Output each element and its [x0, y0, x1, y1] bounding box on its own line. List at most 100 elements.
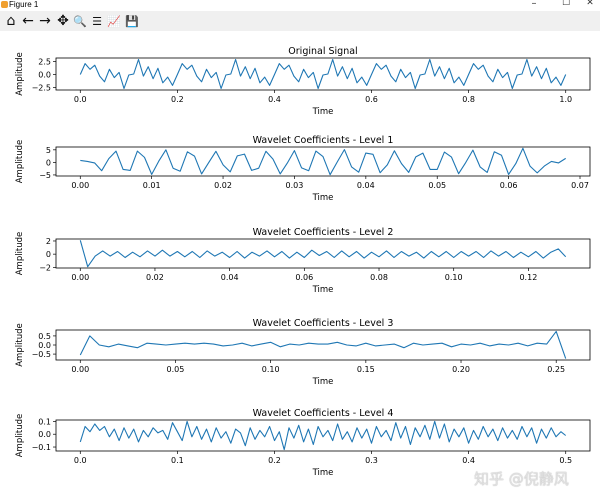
x-tick-label: 0.6	[365, 95, 378, 104]
save-button[interactable]: 💾	[124, 13, 140, 29]
y-tick-label: 0.0	[38, 341, 51, 350]
zoom-button[interactable]: 🔍	[72, 13, 88, 29]
window-title: Figure 1	[9, 0, 39, 9]
y-axis-label: Amplitude	[15, 52, 25, 96]
forward-icon: →	[39, 13, 51, 29]
subplot-5: Wavelet Coefficients - Level 4 0.0 0.1 0.2 0…	[15, 408, 591, 478]
subplot-4: Wavelet Coefficients - Level 3 0.00 0.05 0.…	[15, 318, 591, 387]
series-line	[79, 240, 567, 268]
x-tick-label: 0.15	[357, 365, 375, 374]
axes-frame	[55, 57, 591, 91]
forward-button[interactable]: →	[37, 13, 53, 29]
x-tick-label: 0.1	[171, 456, 184, 465]
x-axis-label: Time	[312, 107, 334, 117]
close-button[interactable]: ✕	[586, 0, 594, 8]
subplot-3: Wavelet Coefficients - Level 2 0.00 0.02 0.…	[15, 227, 591, 295]
series-line	[79, 420, 567, 451]
x-tick-label: 0.10	[445, 273, 463, 282]
x-tick-label: 0.04	[221, 273, 239, 282]
y-tick-label: 5	[46, 146, 51, 155]
axes-frame	[55, 146, 591, 177]
axes-frame	[55, 419, 591, 452]
x-tick-label: 0.00	[71, 365, 89, 374]
y-tick-label: −0.1	[32, 443, 51, 452]
x-tick-label: 0.4	[462, 456, 475, 465]
axes-frame	[55, 238, 591, 269]
x-tick-label: 0.02	[214, 181, 232, 190]
x-tick-label: 0.2	[171, 95, 184, 104]
configure-subplots-icon: ☰	[92, 15, 102, 28]
y-tick-label: 0.5	[38, 332, 51, 341]
y-tick-label: −2	[39, 263, 51, 272]
y-tick-label: −5	[39, 171, 51, 180]
x-tick-label: 0.05	[428, 181, 446, 190]
x-tick-label: 0.00	[71, 181, 89, 190]
y-tick-label: 2	[46, 237, 51, 246]
navigation-toolbar: ⌂ ← → ✥ 🔍 ☰ 📈 💾	[0, 11, 600, 31]
app-icon	[1, 1, 8, 8]
y-tick-label: 0	[46, 250, 51, 259]
x-tick-label: 0.12	[519, 273, 537, 282]
y-tick-label: −0.5	[32, 350, 51, 359]
edit-axes-icon: 📈	[107, 15, 121, 28]
x-tick-label: 0.0	[74, 95, 87, 104]
x-tick-label: 0.08	[370, 273, 388, 282]
x-tick-label: 0.02	[146, 273, 164, 282]
series-line	[80, 147, 566, 176]
x-tick-label: 0.06	[295, 273, 313, 282]
maximize-button[interactable]: ☐	[561, 0, 571, 8]
series-line	[79, 330, 567, 359]
x-axis-label: Time	[312, 468, 334, 478]
x-axis-label: Time	[312, 193, 334, 203]
x-tick-label: 0.20	[452, 365, 470, 374]
pan-button[interactable]: ✥	[55, 13, 71, 29]
y-tick-label: −2.5	[32, 84, 51, 93]
x-tick-label: 0.01	[143, 181, 161, 190]
chart-title: Wavelet Coefficients - Level 1	[253, 135, 394, 146]
window-titlebar: Figure 1 – ☐ ✕	[0, 0, 600, 11]
x-tick-label: 0.04	[357, 181, 375, 190]
x-axis-label: Time	[312, 377, 334, 387]
x-tick-label: 0.2	[268, 456, 281, 465]
x-tick-label: 0.8	[462, 95, 475, 104]
x-tick-label: 0.05	[167, 365, 185, 374]
y-axis-label: Amplitude	[15, 232, 25, 276]
series-line	[79, 58, 567, 90]
x-tick-label: 0.00	[71, 273, 89, 282]
home-button[interactable]: ⌂	[3, 13, 19, 29]
watermark: 知乎 @倪静风	[474, 470, 569, 488]
x-tick-label: 0.10	[262, 365, 280, 374]
y-tick-label: 0.0	[38, 71, 51, 80]
back-button[interactable]: ←	[20, 13, 36, 29]
y-axis-label: Amplitude	[15, 414, 25, 458]
y-axis-label: Amplitude	[15, 140, 25, 184]
subplot-1: Original Signal 0.0 0.2 0.4 0.6 0.8 1.0 −2.5 0.0…	[15, 46, 591, 117]
x-axis-label: Time	[312, 285, 334, 295]
zoom-icon: 🔍	[73, 15, 87, 28]
y-axis-label: Amplitude	[15, 323, 25, 367]
chart-title: Wavelet Coefficients - Level 2	[253, 227, 394, 238]
subplot-2: Wavelet Coefficients - Level 1 0.00 0.01 0.…	[15, 135, 591, 203]
edit-axes-button[interactable]: 📈	[106, 13, 122, 29]
x-tick-label: 0.03	[286, 181, 304, 190]
y-tick-label: 0.1	[38, 417, 51, 426]
minimize-button[interactable]: –	[531, 0, 537, 9]
back-icon: ←	[22, 13, 34, 29]
y-tick-label: 0.0	[38, 430, 51, 439]
x-tick-label: 0.06	[500, 181, 518, 190]
chart-title: Wavelet Coefficients - Level 3	[253, 318, 394, 329]
configure-subplots-button[interactable]: ☰	[89, 13, 105, 29]
x-tick-label: 0.25	[547, 365, 565, 374]
chart-title: Wavelet Coefficients - Level 4	[253, 408, 394, 419]
y-tick-label: 2.5	[38, 58, 51, 67]
y-tick-label: 0	[46, 158, 51, 167]
x-tick-label: 1.0	[559, 95, 572, 104]
x-tick-label: 0.0	[74, 456, 87, 465]
pan-icon: ✥	[57, 13, 69, 29]
x-tick-label: 0.07	[571, 181, 589, 190]
chart-title: Original Signal	[288, 46, 357, 57]
home-icon: ⌂	[6, 13, 16, 29]
save-icon: 💾	[125, 15, 139, 28]
x-tick-label: 0.3	[365, 456, 378, 465]
